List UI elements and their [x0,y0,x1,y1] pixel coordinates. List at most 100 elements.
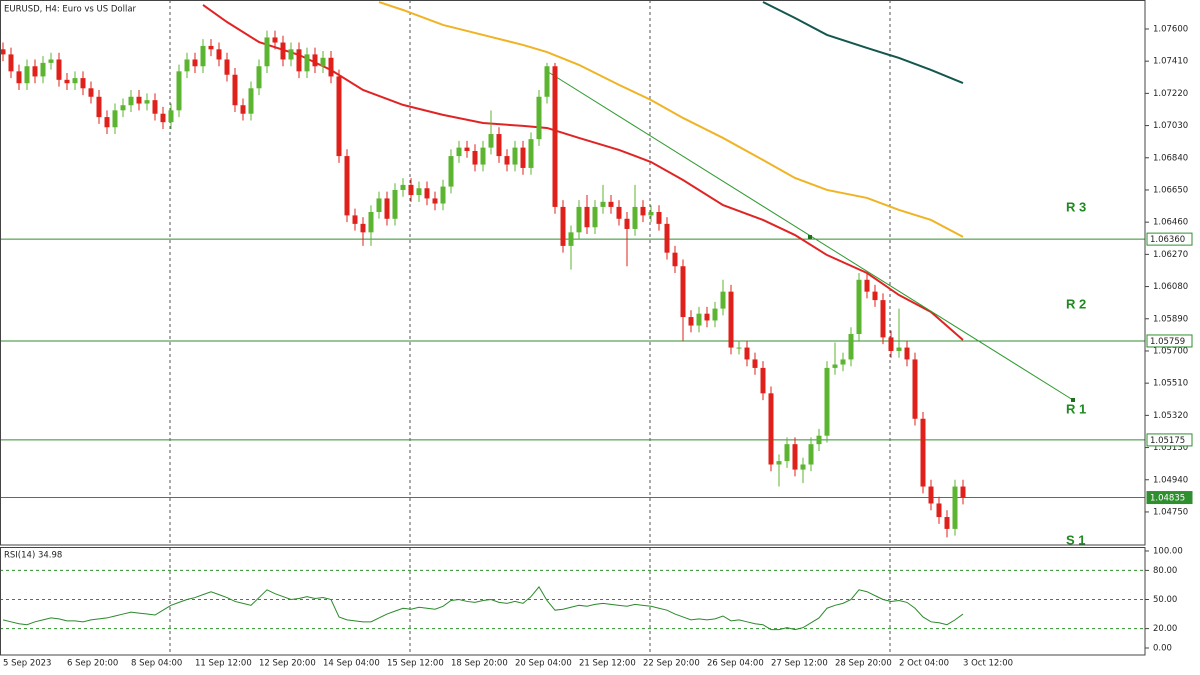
candle-body [728,291,734,348]
candle-body [360,223,366,233]
price-pane: R 3 R 2 R 1 S 1 [0,0,1145,547]
candle-body [72,78,78,84]
x-tick-label: 3 Oct 12:00 [963,659,1013,669]
level-label: 1.05759 [1150,337,1185,347]
candle-body [552,66,558,207]
x-tick-label: 26 Sep 04:00 [707,659,764,669]
candle-body [824,367,830,436]
x-tick-label: 12 Sep 20:00 [259,659,316,669]
level-label-box [1146,232,1193,246]
trendline-handle [1071,398,1075,402]
rsi-frame [0,547,1146,656]
x-tick-label: 21 Sep 12:00 [579,659,636,669]
candle-body [952,486,958,529]
candle-body [440,186,446,204]
candle-body [928,486,934,504]
candle-body [96,96,102,118]
candle-body [248,88,254,114]
candle-body [136,96,142,104]
candle-body [456,147,462,157]
candle-body [568,232,574,246]
candle-body [368,212,374,233]
candle-body [104,117,110,128]
x-tick-label: 14 Sep 04:00 [323,659,380,669]
candle-body [544,66,550,97]
candle-body [872,291,878,301]
level-label-box [1146,433,1193,447]
y-tick-label: 1.07030 [1153,121,1188,131]
rsi-tick-label: 80.00 [1153,566,1177,576]
candle-body [32,66,38,77]
candle-body [392,189,398,219]
y-tick-label: 1.05510 [1153,379,1188,389]
candle-body [376,198,382,213]
y-tick-label: 1.05700 [1153,346,1188,356]
candle-body [24,66,30,84]
candle-body [0,49,6,55]
candle-body [800,464,806,470]
candle-body [584,206,590,228]
candle-body [536,96,542,140]
candle-body [64,79,70,84]
candle-body [944,517,950,529]
rsi-tick-label: 20.00 [1153,624,1177,634]
candle-body [832,364,838,368]
candle-body [752,359,758,368]
candle-body [272,37,278,43]
x-tick-label: 28 Sep 20:00 [835,659,892,669]
y-tick-label: 1.05130 [1153,443,1188,453]
y-tick-label: 1.05320 [1153,411,1188,421]
candle-body [448,156,454,187]
rsi-tick-label: 100.00 [1153,546,1183,556]
candle-body [880,300,886,338]
candle-body [840,359,846,365]
candle-body [232,74,238,106]
candle-body [192,59,198,67]
y-tick-label: 1.06460 [1153,218,1188,228]
candle-body [144,100,150,104]
candle-body [520,147,526,168]
candle-body [464,147,470,151]
y-tick-label: 1.04750 [1153,507,1188,517]
y-tick-label: 1.07220 [1153,89,1188,99]
candle-body [40,62,46,77]
candle-body [784,444,790,462]
candle-body [616,206,622,219]
candle-body [560,206,566,246]
candle-body [528,139,534,168]
candle-body [120,105,126,111]
candle-body [768,393,774,465]
rsi-line [2,586,964,631]
candle-body [416,188,422,196]
zone-label: S 1 [1066,532,1086,547]
candle-body [608,201,614,207]
candle-body [472,150,478,165]
level-label-box [1146,491,1193,505]
candle-body [176,71,182,111]
candle-body [240,105,246,114]
candle-body [328,57,334,77]
candle-body [280,42,286,60]
y-tick-label: 1.07410 [1153,57,1188,67]
y-tick-label: 1.06840 [1153,153,1188,163]
zone-label: R 2 [1066,296,1086,311]
candle-body [888,337,894,351]
candle-body [624,218,630,229]
candle-body [16,71,22,84]
candle-body [904,347,910,360]
candle-body [264,37,270,67]
candle-body [304,54,310,72]
candle-body [512,147,518,165]
candle-body [88,88,94,97]
moving-average [378,1,964,238]
candle-body [648,212,654,216]
candle-body [856,279,862,335]
candle-body [488,134,494,148]
x-tick-label: 6 Sep 20:00 [67,659,118,669]
candle-body [848,334,854,360]
candle-body [896,347,902,351]
candle-body [936,503,942,518]
candle-body [48,59,54,63]
chart-title: EURUSD, H4: Euro vs US Dollar [4,5,137,15]
